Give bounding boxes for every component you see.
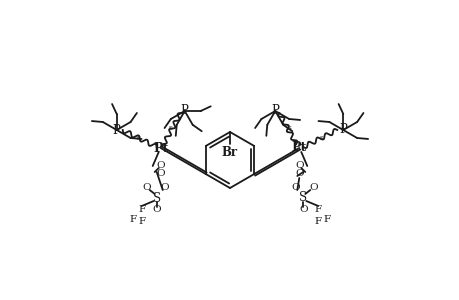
Text: P: P — [180, 104, 188, 118]
Text: O: O — [291, 184, 299, 193]
Text: P: P — [339, 124, 347, 136]
Text: F: F — [129, 215, 136, 224]
Text: S: S — [152, 191, 161, 205]
Text: O: O — [294, 169, 303, 178]
Text: F: F — [138, 218, 145, 226]
Text: s: s — [136, 134, 140, 142]
Text: F: F — [314, 218, 321, 226]
Text: F: F — [323, 215, 330, 224]
Text: O: O — [298, 206, 307, 214]
Text: F: F — [138, 206, 145, 214]
Text: O: O — [142, 184, 151, 193]
Text: S: S — [298, 191, 307, 205]
Text: F: F — [314, 206, 321, 214]
Text: O: O — [160, 184, 168, 193]
Text: P: P — [112, 124, 120, 136]
Text: s: s — [168, 124, 172, 132]
Text: Pt: Pt — [153, 142, 168, 154]
Text: Br: Br — [221, 146, 238, 158]
Text: O: O — [308, 184, 317, 193]
Text: s: s — [287, 124, 291, 132]
Text: s: s — [319, 134, 323, 142]
Text: O: O — [294, 161, 303, 170]
Text: P: P — [271, 104, 279, 118]
Text: O: O — [152, 206, 161, 214]
Text: O: O — [156, 169, 165, 178]
Text: O: O — [156, 161, 165, 170]
Text: Pt: Pt — [291, 142, 306, 154]
